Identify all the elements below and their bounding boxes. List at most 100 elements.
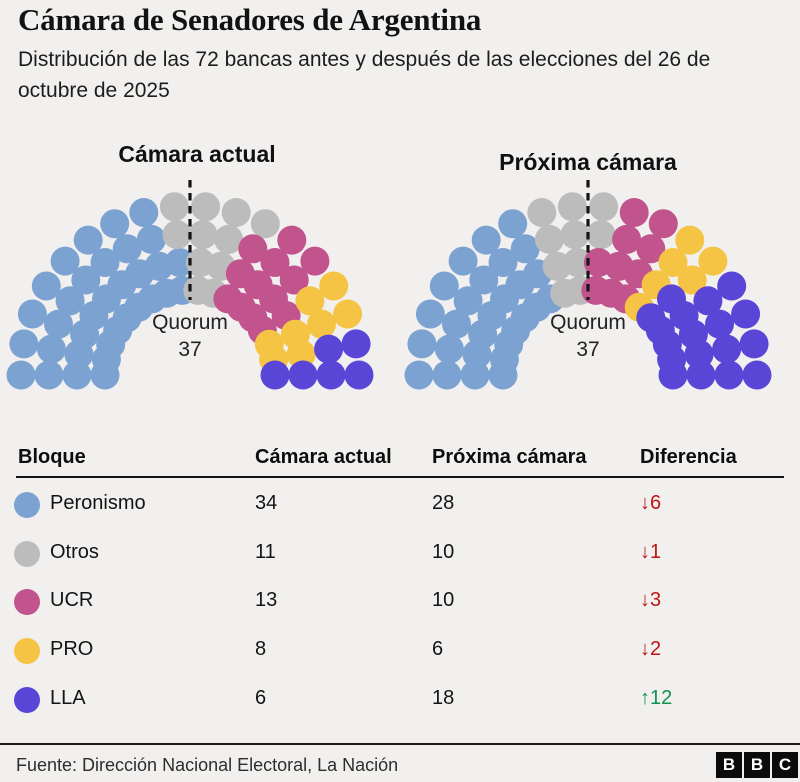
seat	[429, 271, 459, 301]
seat	[314, 334, 344, 364]
row-label: Otros	[50, 541, 99, 563]
quorum-value: 37	[576, 338, 599, 361]
seat	[9, 329, 39, 359]
seat	[560, 220, 590, 250]
row-label: Peronismo	[50, 492, 146, 514]
seat	[407, 329, 437, 359]
seat	[698, 246, 728, 276]
seat	[129, 198, 159, 227]
seat	[684, 339, 714, 369]
row-value-actual: 13	[255, 589, 278, 611]
row-value-proxima: 18	[432, 687, 455, 709]
bbc-logo: B B C	[716, 752, 798, 778]
row-diff: ↓6	[640, 492, 662, 514]
seat	[238, 234, 268, 264]
seat	[73, 225, 103, 255]
seat	[658, 248, 688, 277]
seat	[563, 248, 593, 277]
seat	[557, 192, 587, 222]
seat	[432, 360, 462, 390]
seat	[288, 360, 318, 390]
seat	[510, 234, 540, 264]
seat	[286, 339, 316, 369]
seat	[739, 329, 769, 359]
column-header-bloque: Bloque	[18, 446, 86, 468]
seat	[90, 248, 120, 277]
seat	[250, 209, 280, 239]
seat	[307, 309, 336, 339]
seat	[658, 360, 688, 390]
seat	[460, 360, 490, 390]
seat	[488, 248, 518, 277]
source-credit: Fuente: Dirección Nacional Electoral, La…	[16, 755, 399, 775]
seat	[214, 224, 244, 254]
legend-dot-peronismo	[14, 492, 40, 518]
footer-rule	[0, 743, 800, 745]
seat	[277, 225, 307, 255]
seat	[136, 224, 166, 254]
seat	[341, 329, 371, 359]
row-diff: ↓1	[640, 541, 662, 563]
page-title: Cámara de Senadores de Argentina	[18, 2, 482, 37]
seat	[712, 334, 742, 364]
bbc-logo-letter: C	[772, 752, 798, 778]
row-label: LLA	[50, 687, 86, 709]
seat	[686, 360, 716, 390]
seat	[162, 220, 192, 250]
chart-title-current: Cámara actual	[118, 141, 276, 167]
seat	[742, 360, 772, 390]
seat	[527, 198, 557, 227]
seat	[319, 271, 349, 301]
seat	[17, 299, 47, 329]
column-header-camara-actual: Cámara actual	[255, 446, 392, 468]
row-label: PRO	[50, 638, 94, 660]
quorum-label: Quorum	[550, 311, 626, 334]
seat	[714, 360, 744, 390]
seat	[44, 309, 73, 339]
seat	[677, 265, 707, 295]
seat	[191, 192, 221, 222]
seat	[705, 309, 734, 339]
seat	[50, 246, 80, 276]
seat	[188, 220, 218, 250]
seat	[636, 234, 666, 264]
legend-dot-otros	[14, 541, 40, 567]
seat	[675, 225, 705, 255]
quorum-value: 37	[178, 338, 201, 361]
seat	[586, 220, 616, 250]
legend-dot-lla	[14, 687, 40, 713]
row-diff: ↑12	[640, 687, 673, 709]
seat	[471, 225, 501, 255]
seat	[333, 299, 363, 329]
seat	[619, 198, 649, 227]
row-value-proxima: 10	[432, 541, 455, 563]
seat	[448, 246, 478, 276]
column-header-proxima-camara: Próxima cámara	[432, 446, 587, 468]
row-diff: ↓3	[640, 589, 662, 611]
seat	[731, 299, 761, 329]
page-subtitle: Distribución de las 72 bancas antes y de…	[18, 48, 711, 102]
row-diff: ↓2	[640, 638, 662, 660]
row-value-proxima: 28	[432, 492, 455, 514]
parliament-chart-next: Quorum 37	[404, 180, 772, 390]
seat	[498, 209, 528, 239]
seat	[159, 192, 189, 222]
seat	[55, 286, 85, 316]
legend-dot-pro	[14, 638, 40, 664]
seat	[279, 265, 309, 295]
seat	[404, 360, 434, 390]
seat	[434, 334, 464, 364]
quorum-label: Quorum	[152, 311, 228, 334]
row-value-proxima: 10	[432, 589, 455, 611]
row-value-proxima: 6	[432, 638, 444, 660]
chart-title-next: Próxima cámara	[499, 149, 677, 175]
seat	[62, 360, 92, 390]
bbc-logo-letter: B	[744, 752, 770, 778]
seat	[589, 192, 619, 222]
seats-group-current	[6, 192, 374, 390]
seat	[344, 360, 374, 390]
row-value-actual: 6	[255, 687, 267, 709]
seat	[31, 271, 61, 301]
seat	[648, 209, 678, 239]
seat	[295, 286, 325, 316]
